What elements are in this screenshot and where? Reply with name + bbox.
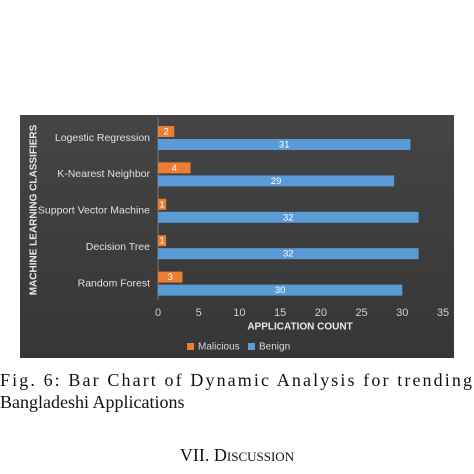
data-label: 4 — [172, 163, 177, 174]
x-tick-label: 30 — [396, 307, 408, 319]
bar — [158, 162, 191, 174]
data-label: 31 — [279, 140, 290, 151]
x-tick-label: 25 — [355, 307, 367, 319]
y-tick-label: Logestic Regression — [55, 132, 150, 144]
y-tick-label: K-Nearest Neighbor — [57, 168, 150, 180]
legend-swatch — [248, 343, 255, 350]
x-tick-label: 0 — [155, 307, 161, 319]
legend-swatch — [187, 343, 194, 350]
x-tick-label: 35 — [437, 307, 449, 319]
data-label: 3 — [168, 272, 173, 283]
x-tick-label: 5 — [196, 307, 202, 319]
y-axis-label: MACHINE LEARNING CLASSIFIERS — [29, 124, 40, 295]
caption-line: Fig. 6: Bar Chart of Dynamic Analysis fo… — [0, 370, 472, 390]
bar — [158, 139, 411, 150]
data-label: 30 — [275, 285, 286, 296]
chart: MACHINE LEARNING CLASSIFIERS APPLICATION… — [29, 118, 449, 353]
data-label: 32 — [283, 212, 294, 223]
legend-label: Malicious — [198, 342, 240, 353]
y-tick-label: Decision Tree — [86, 241, 150, 253]
chart-background — [20, 115, 454, 358]
data-label: 29 — [271, 176, 282, 187]
x-tick-label: 20 — [315, 307, 327, 319]
data-label: 2 — [163, 127, 168, 138]
legend-label: Benign — [259, 342, 290, 353]
x-tick-label: 10 — [233, 307, 245, 319]
bar — [158, 248, 419, 260]
data-label: 32 — [283, 249, 294, 260]
x-tick-label: 15 — [274, 307, 286, 319]
caption: Fig. 6: Bar Chart of Dynamic Analysis fo… — [0, 370, 472, 465]
data-label: 1 — [159, 199, 164, 210]
bar — [158, 175, 395, 187]
bar — [158, 284, 403, 296]
bar — [158, 211, 419, 223]
y-tick-label: Support Vector Machine — [38, 205, 150, 217]
y-tick-label: Random Forest — [78, 277, 150, 289]
data-label: 1 — [159, 236, 164, 247]
x-axis-label: APPLICATION COUNT — [247, 322, 352, 333]
caption-line: Bangladeshi Applications — [0, 392, 184, 412]
bar — [158, 198, 167, 210]
bar — [158, 126, 175, 137]
bar — [158, 235, 167, 247]
section-heading: VII. Discussion — [180, 445, 295, 465]
bar — [158, 271, 183, 283]
